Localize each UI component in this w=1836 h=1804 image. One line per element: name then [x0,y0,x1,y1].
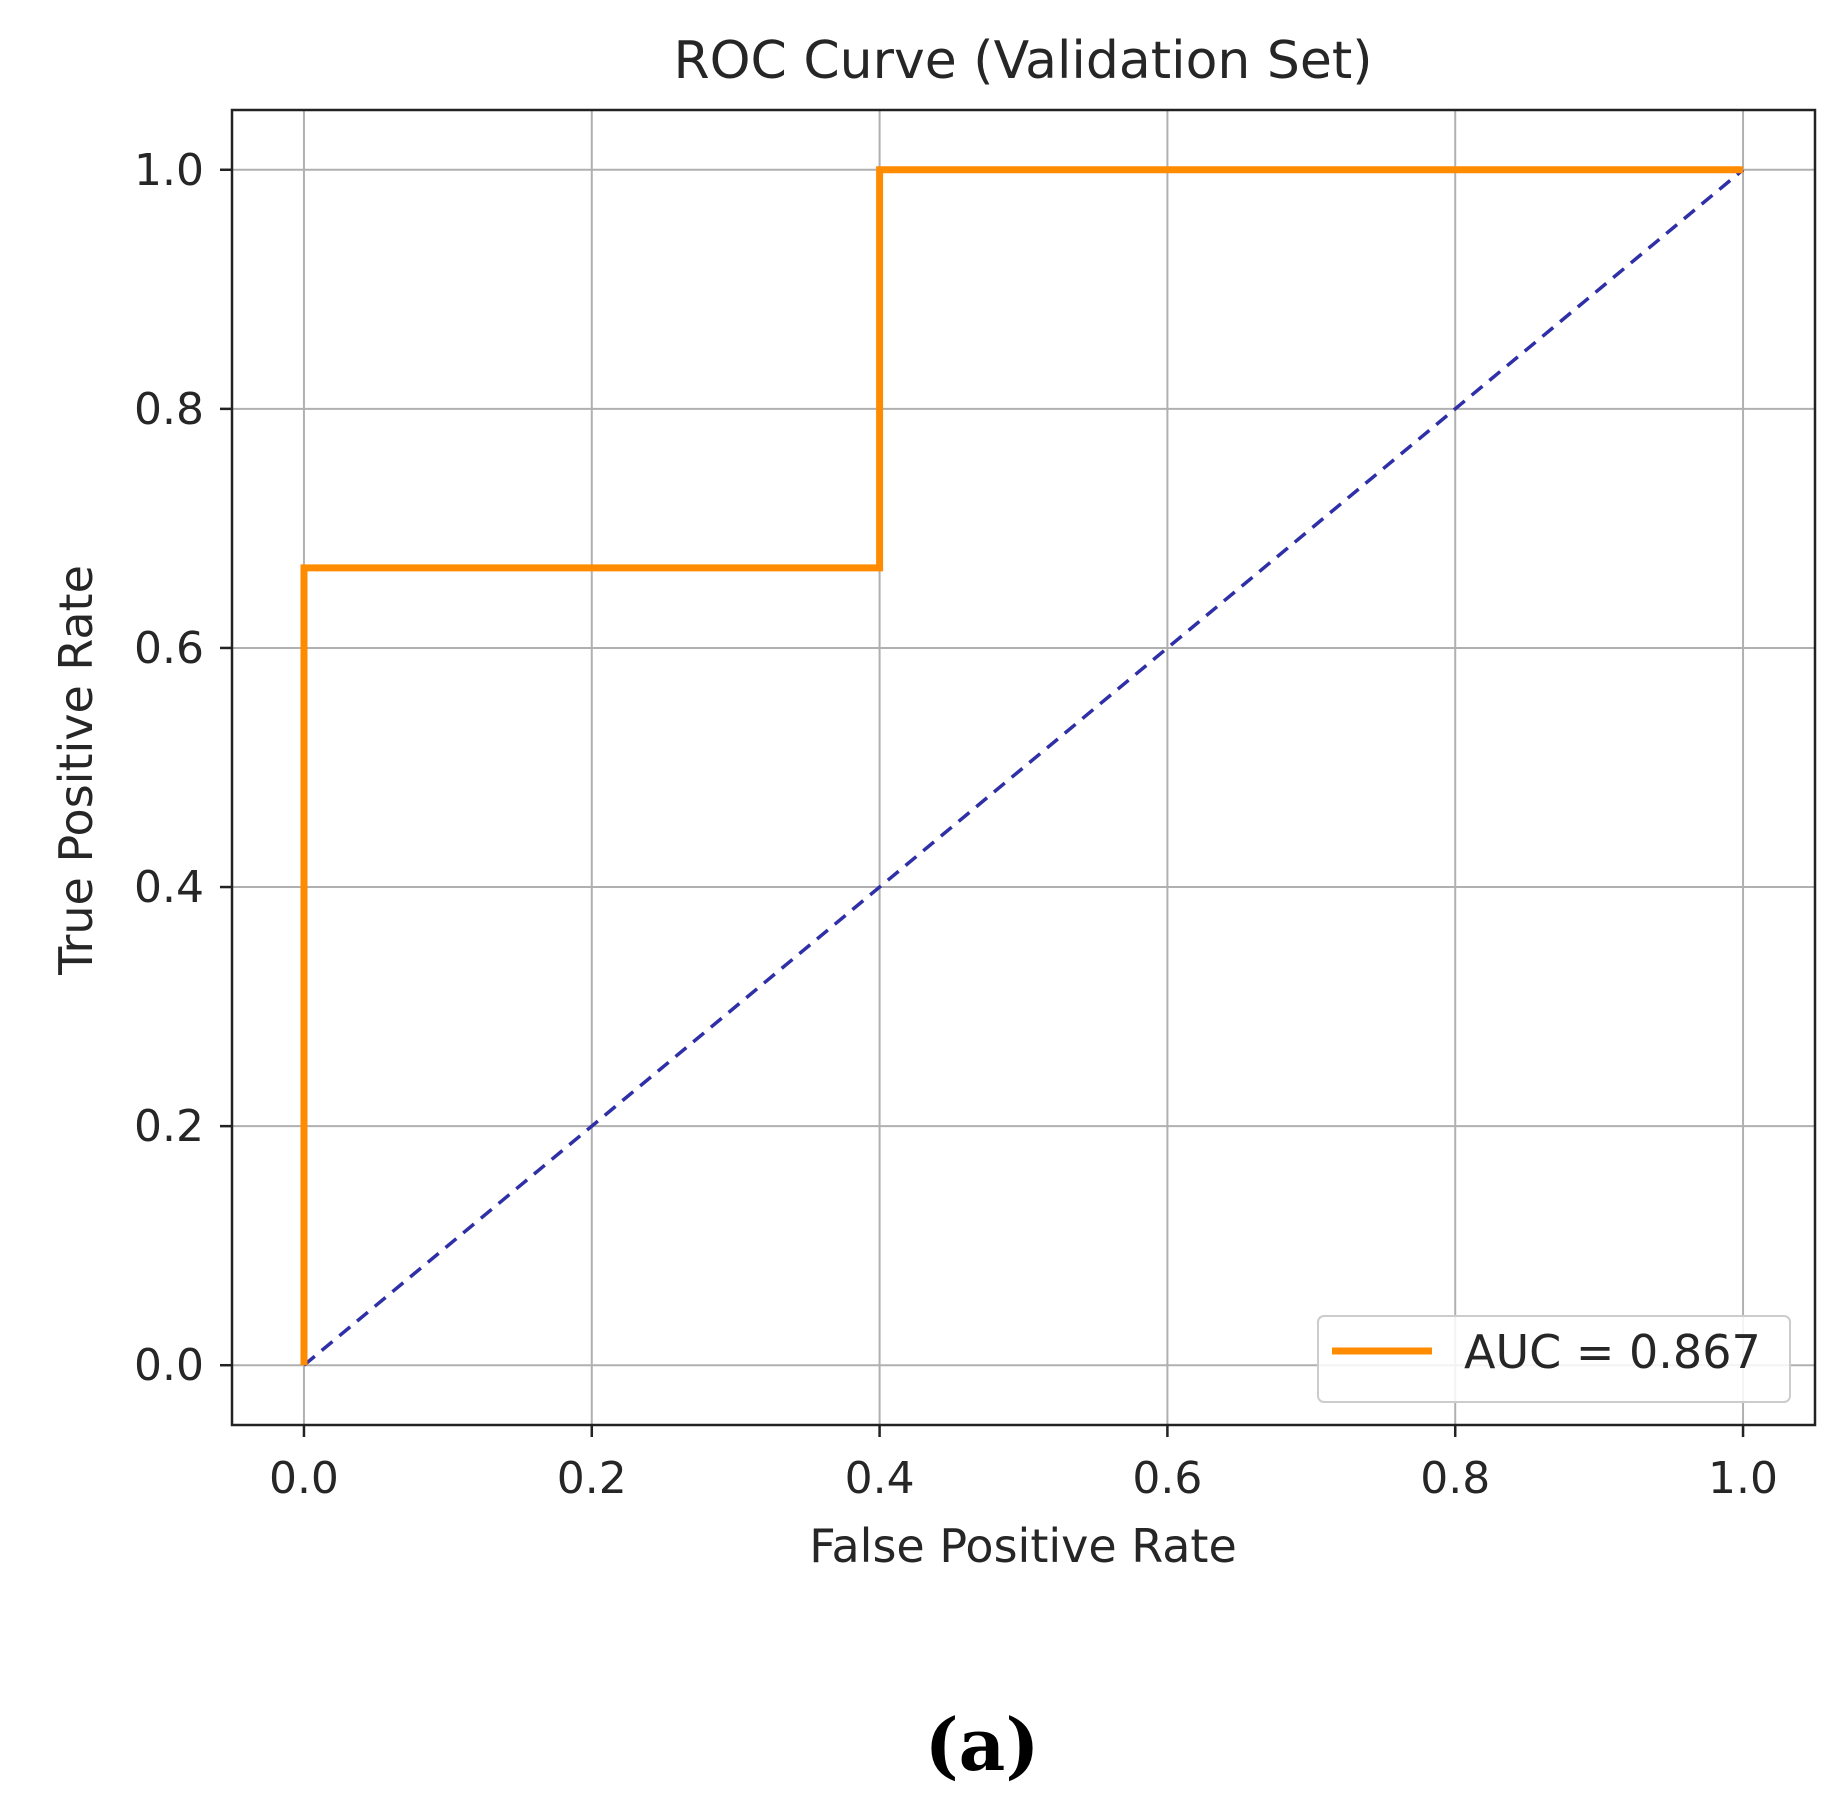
series-line-chance [302,168,1745,1367]
x-tick-label: 0.0 [269,1453,339,1504]
series-layer [300,166,1745,1367]
ticks: 0.0 0.2 0.4 0.6 0.8 1.0 0.0 0.2 0.4 0.6 0.8 1.0 [134,145,1778,1504]
x-tick-label: 0.4 [845,1453,915,1504]
x-axis-label: False Positive Rate [809,1519,1237,1573]
y-tick-label: 0.8 [134,384,204,435]
legend: AUC = 0.867 [1317,1315,1791,1403]
y-tick-label: 1.0 [134,145,204,196]
y-tick-label: 0.6 [134,623,204,674]
legend-box [1317,1315,1791,1403]
x-tick-label: 0.6 [1132,1453,1202,1504]
y-axis-label: True Positive Rate [49,565,103,976]
axes-frame [230,108,1817,1427]
x-tick-label: 0.8 [1420,1453,1490,1504]
series-line-roc [300,166,1743,1366]
x-tick-label: 0.2 [557,1453,627,1504]
y-tick-label: 0.4 [134,862,204,913]
x-tick-label: 1.0 [1708,1453,1778,1504]
legend-label-auc: AUC = 0.867 [1464,1325,1761,1379]
panel-label: (a) [925,1702,1040,1787]
y-tick-label: 0.2 [134,1101,204,1152]
chart-title: ROC Curve (Validation Set) [673,31,1372,91]
y-tick-label: 0.0 [134,1340,204,1391]
